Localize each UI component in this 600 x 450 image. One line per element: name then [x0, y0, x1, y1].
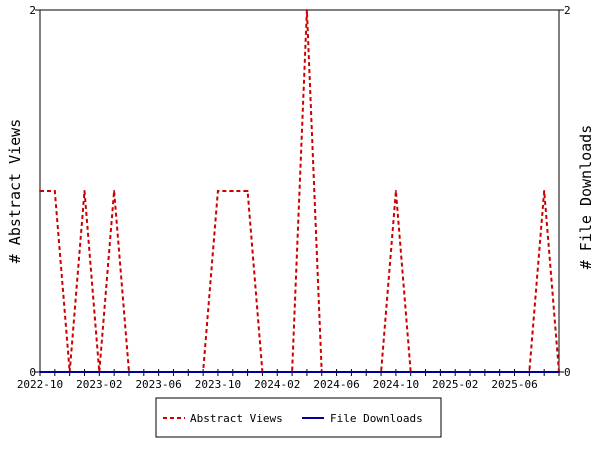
- data-point-file-downloads: [454, 371, 457, 373]
- x-tick-label: 2025-06: [491, 378, 537, 391]
- legend-label-abstract-views: Abstract Views: [190, 412, 283, 425]
- data-point-file-downloads: [246, 371, 249, 373]
- data-point-file-downloads: [261, 371, 264, 373]
- data-point-file-downloads: [350, 371, 353, 373]
- x-tick-label: 2024-10: [373, 378, 419, 391]
- data-point-abstract-views: [53, 190, 56, 192]
- x-axis-ticks: 2022-10 2023-02 2023-06 2023-10 2024-02 2024-…: [17, 369, 560, 391]
- legend-box: [155, 397, 442, 438]
- data-point-file-downloads: [424, 371, 427, 373]
- data-point-file-downloads: [320, 371, 323, 373]
- x-tick-label: 2023-06: [135, 378, 181, 391]
- data-point-file-downloads: [409, 371, 412, 373]
- data-point-file-downloads: [172, 371, 175, 373]
- data-point-file-downloads: [543, 371, 546, 373]
- data-point-abstract-views: [394, 190, 397, 192]
- series-line-abstract-views: [40, 9, 560, 373]
- data-point-file-downloads: [380, 371, 383, 373]
- y-right-tick-max: 2: [564, 4, 571, 17]
- data-point-abstract-views: [83, 190, 86, 192]
- data-point-file-downloads: [394, 371, 397, 373]
- data-point-file-downloads: [483, 371, 486, 373]
- data-point-file-downloads: [53, 371, 56, 373]
- data-point-abstract-views: [39, 190, 41, 192]
- data-point-file-downloads: [513, 371, 516, 373]
- x-tick-label: 2024-06: [313, 378, 359, 391]
- data-point-file-downloads: [83, 371, 86, 373]
- data-point-file-downloads: [291, 371, 294, 373]
- data-point-file-downloads: [39, 371, 41, 373]
- data-point-file-downloads: [127, 371, 130, 373]
- y-left-tick-max: 2: [29, 4, 36, 17]
- data-point-abstract-views: [305, 9, 308, 11]
- x-tick-label: 2024-02: [254, 378, 300, 391]
- data-point-file-downloads: [231, 371, 234, 373]
- x-tick-label: 2023-02: [76, 378, 122, 391]
- data-point-file-downloads: [216, 371, 219, 373]
- data-point-abstract-views: [246, 190, 249, 192]
- data-point-file-downloads: [439, 371, 442, 373]
- data-point-file-downloads: [498, 371, 501, 373]
- legend-label-file-downloads: File Downloads: [330, 412, 423, 425]
- y-right-tick-min: 0: [564, 366, 571, 379]
- series-layer: [39, 9, 560, 373]
- data-point-file-downloads: [528, 371, 531, 373]
- data-point-file-downloads: [558, 371, 560, 373]
- x-tick-label: 2023-10: [195, 378, 241, 391]
- data-point-abstract-views: [113, 190, 116, 192]
- data-point-file-downloads: [365, 371, 368, 373]
- data-point-file-downloads: [142, 371, 145, 373]
- x-tick-label: 2025-02: [432, 378, 478, 391]
- y-left-axis-title: # Abstract Views: [6, 119, 24, 264]
- y-right-axis-title: # File Downloads: [577, 125, 595, 270]
- data-point-file-downloads: [157, 371, 160, 373]
- x-tick-label: 2022-10: [17, 378, 63, 391]
- data-point-abstract-views: [543, 190, 546, 192]
- data-point-file-downloads: [113, 371, 116, 373]
- data-point-abstract-views: [231, 190, 234, 192]
- y-left-tick-min: 0: [29, 366, 36, 379]
- data-point-file-downloads: [98, 371, 101, 373]
- plot-border: [39, 9, 560, 373]
- data-point-file-downloads: [305, 371, 308, 373]
- data-point-abstract-views: [216, 190, 219, 192]
- data-point-file-downloads: [68, 371, 71, 373]
- data-point-file-downloads: [469, 371, 472, 373]
- data-point-file-downloads: [335, 371, 338, 373]
- data-point-file-downloads: [187, 371, 190, 373]
- data-point-file-downloads: [202, 371, 205, 373]
- legend: Abstract Views File Downloads: [155, 397, 442, 438]
- data-point-file-downloads: [276, 371, 279, 373]
